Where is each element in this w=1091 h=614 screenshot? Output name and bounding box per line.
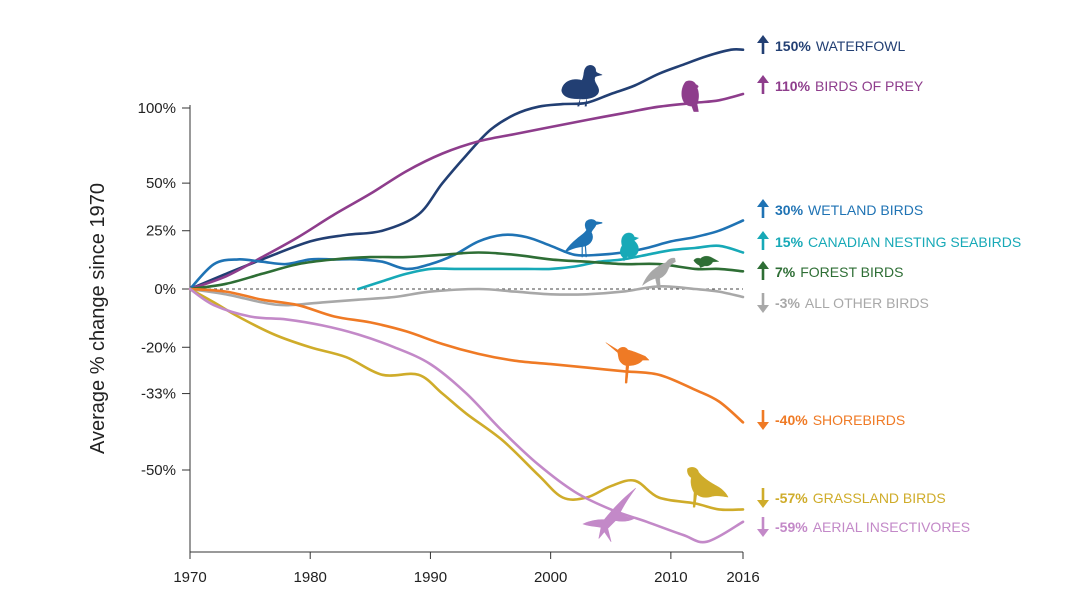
shorebird-silhouette-icon bbox=[605, 342, 650, 384]
trend-arrow-icon bbox=[757, 75, 769, 94]
series-name: WATERFOWL bbox=[816, 38, 906, 54]
series-name: AERIAL INSECTIVORES bbox=[813, 519, 970, 535]
series-label: 7% FOREST BIRDS bbox=[775, 264, 903, 280]
series-line-canadian-nesting-seabirds bbox=[357, 244, 745, 291]
series-pct: -3% bbox=[775, 295, 800, 311]
x-tick-label: 2016 bbox=[726, 569, 759, 586]
x-tick-label: 1990 bbox=[414, 569, 447, 586]
series-line-shorebirds bbox=[188, 287, 745, 424]
series-pct: -40% bbox=[775, 412, 808, 428]
series-label: 30% WETLAND BIRDS bbox=[775, 202, 923, 218]
series-name: GRASSLAND BIRDS bbox=[813, 490, 946, 506]
y-tick-label: 100% bbox=[138, 100, 176, 117]
y-tick-label: -33% bbox=[141, 386, 176, 403]
trend-arrow-icon bbox=[757, 199, 769, 218]
trend-arrow-icon bbox=[757, 293, 769, 313]
y-tick-label: 0% bbox=[154, 281, 176, 298]
series-label: 150% WATERFOWL bbox=[775, 38, 905, 54]
y-axis-title: Average % change since 1970 bbox=[87, 183, 109, 454]
series-line-wetland-birds bbox=[188, 219, 745, 291]
x-tick-label: 1970 bbox=[173, 569, 206, 586]
trend-arrow-icon bbox=[757, 410, 769, 430]
hawk-silhouette-icon bbox=[681, 80, 699, 112]
trend-arrow-icon bbox=[757, 517, 769, 537]
series-name: WETLAND BIRDS bbox=[808, 202, 923, 218]
x-tick-label: 1980 bbox=[294, 569, 327, 586]
series-pct: 150% bbox=[775, 38, 811, 54]
series-pct: -59% bbox=[775, 519, 808, 535]
series-name: SHOREBIRDS bbox=[813, 412, 906, 428]
series-label: 110% BIRDS OF PREY bbox=[775, 78, 924, 94]
series-name: BIRDS OF PREY bbox=[815, 78, 924, 94]
series-label: -3% ALL OTHER BIRDS bbox=[775, 295, 929, 311]
meadowlark-silhouette-icon bbox=[687, 467, 729, 508]
trend-arrow-icon bbox=[757, 488, 769, 508]
y-tick-label: 25% bbox=[146, 223, 176, 240]
series-name: ALL OTHER BIRDS bbox=[805, 295, 929, 311]
series-pct: 30% bbox=[775, 202, 804, 218]
series-line-aerial-insectivores bbox=[188, 287, 745, 544]
series-pct: -57% bbox=[775, 490, 808, 506]
series-label: -57% GRASSLAND BIRDS bbox=[775, 490, 946, 506]
series-name: FOREST BIRDS bbox=[800, 264, 903, 280]
series-name: CANADIAN NESTING SEABIRDS bbox=[808, 234, 1021, 250]
x-tick-label: 2000 bbox=[534, 569, 567, 586]
y-tick-label: -20% bbox=[141, 339, 176, 356]
trend-arrow-icon bbox=[757, 261, 769, 280]
series-line-grassland-birds bbox=[188, 287, 745, 512]
series-label: 15% CANADIAN NESTING SEABIRDS bbox=[775, 234, 1021, 250]
forest-bird-silhouette-icon bbox=[693, 255, 720, 268]
series-line-all-other-birds bbox=[188, 285, 745, 307]
trend-arrow-icon bbox=[757, 231, 769, 250]
series-line-waterfowl bbox=[188, 47, 745, 291]
y-tick-label: -50% bbox=[141, 462, 176, 479]
heron-silhouette-icon bbox=[564, 219, 603, 258]
y-tick-label: 50% bbox=[146, 175, 176, 192]
series-label: -59% AERIAL INSECTIVORES bbox=[775, 519, 970, 535]
series-line-birds-of-prey bbox=[188, 92, 745, 291]
series-pct: 7% bbox=[775, 264, 796, 280]
x-tick-label: 2010 bbox=[654, 569, 687, 586]
series-pct: 15% bbox=[775, 234, 804, 250]
series-label: -40% SHOREBIRDS bbox=[775, 412, 905, 428]
trend-arrow-icon bbox=[757, 35, 769, 54]
series-pct: 110% bbox=[775, 78, 811, 94]
